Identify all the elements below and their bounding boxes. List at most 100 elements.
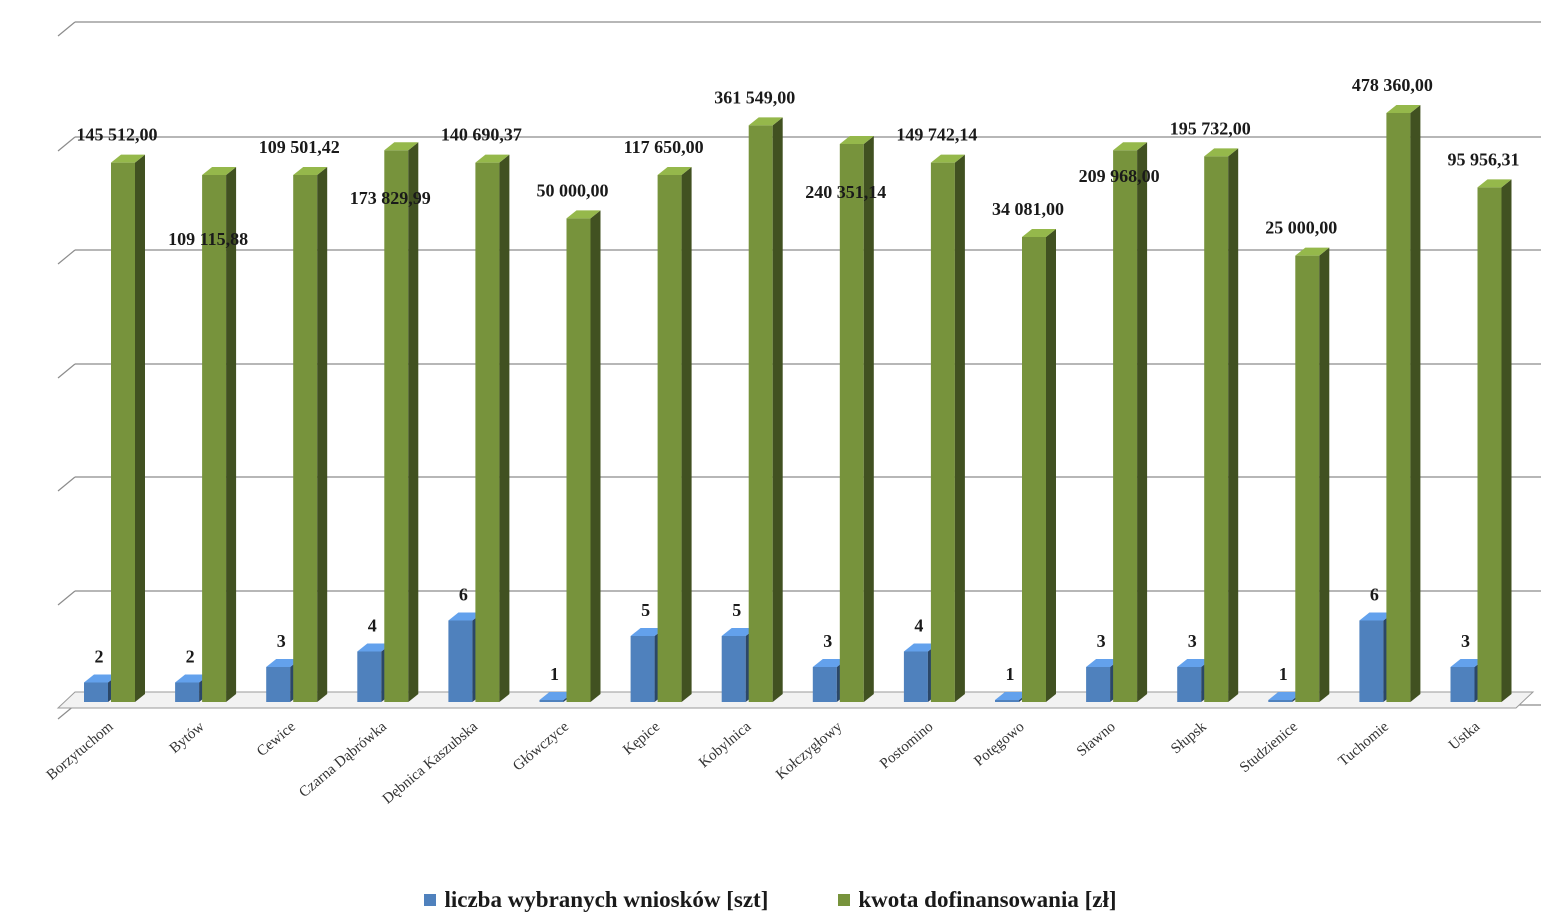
bar-count-front (539, 700, 564, 702)
bar-count-front (630, 636, 655, 702)
bar-amount-side (1137, 142, 1148, 702)
bar-count-front (357, 651, 382, 702)
bar-count-front (1359, 620, 1384, 702)
bar-amount (111, 154, 145, 703)
bar-amount-top (566, 210, 601, 219)
data-label-amount: 140 690,37 (441, 125, 522, 145)
legend-swatch-count (424, 894, 437, 906)
gridline-diag (57, 590, 76, 606)
bar-amount-front (1295, 255, 1320, 702)
bar-amount-front (1022, 237, 1046, 702)
bar-amount (1295, 247, 1330, 702)
bar-amount-front (1204, 156, 1229, 702)
bar-amount-top (384, 142, 419, 151)
data-label-count: 3 (1188, 631, 1197, 651)
bar-amount (384, 142, 419, 702)
data-label-amount: 361 549,00 (714, 87, 795, 107)
bar-amount-side (954, 154, 965, 703)
data-label-count: 2 (186, 647, 195, 667)
x-tick-label: Ustka (1446, 719, 1483, 754)
bar-amount (1113, 142, 1148, 702)
x-tick-label: Kobylnica (696, 719, 754, 772)
bar-amount-front (384, 150, 409, 702)
x-tick-label: Tuchomie (1335, 719, 1392, 770)
bar-count-top (903, 643, 938, 652)
bar-count-front (1177, 667, 1202, 702)
data-label-count: 3 (823, 631, 832, 651)
x-tick-label: Główczyce (510, 719, 572, 775)
bar-amount-front (1386, 113, 1411, 702)
bar-amount-front (202, 175, 227, 702)
bar-count-top (448, 612, 483, 621)
x-tick-label: Słupsk (1168, 718, 1210, 757)
bar-count-top (1177, 659, 1212, 667)
data-label-amount: 117 650,00 (624, 137, 704, 157)
gridline-diag (57, 249, 76, 265)
x-tick-label: Borzytuchom (44, 719, 117, 784)
bar-amount-side (772, 117, 783, 702)
x-tick-label: Kołczygłowy (773, 718, 846, 783)
data-label-count: 3 (1097, 631, 1106, 651)
bar-amount-side (1501, 179, 1512, 702)
bar-count-front (812, 667, 837, 702)
data-label-count: 3 (277, 631, 286, 651)
bar-count-top (1359, 612, 1394, 621)
legend-label-count: liczba wybranych wniosków [szt] (444, 887, 769, 912)
legend-item-amount: kwota dofinansowania [zł] (838, 887, 1117, 913)
x-tick-label: Sławno (1074, 719, 1119, 760)
bar-count (84, 674, 118, 702)
bar-count-top (812, 659, 847, 667)
data-label-count: 5 (641, 600, 650, 620)
bar-amount-top (748, 117, 783, 126)
bars (84, 105, 1512, 703)
gridline-diag (57, 363, 76, 379)
data-label-count: 2 (95, 647, 104, 667)
bar-amount-side (681, 167, 692, 702)
data-label-amount: 95 956,31 (1448, 149, 1520, 169)
x-tick-label: Czarna Dąbrówka (296, 719, 390, 801)
bar-count-front (1450, 667, 1475, 702)
bar-amount-top (1295, 247, 1330, 256)
bar-count-top (266, 659, 301, 667)
gridline-diag (57, 136, 76, 152)
legend-swatch-amount (838, 894, 851, 906)
data-label-amount: 478 360,00 (1352, 75, 1433, 95)
bar-amount (293, 167, 328, 702)
bar-amount-side (317, 167, 328, 702)
bar-amount-top (1386, 105, 1421, 113)
bar-count-top (630, 628, 665, 636)
bar-amount-top (111, 154, 145, 163)
bar-count-front (903, 651, 928, 702)
bar-amount (839, 136, 874, 702)
bar-count-top (1450, 659, 1485, 667)
bar-amount-front (111, 162, 135, 703)
bar-amount-top (1022, 229, 1056, 237)
bar-count-top (995, 692, 1029, 700)
x-tick-label: Potęgowo (971, 719, 1027, 770)
bar-count-front (175, 682, 200, 702)
data-label-amount: 173 829,99 (350, 188, 431, 208)
bar-amount-front (839, 144, 864, 702)
bar-amount-front (930, 162, 955, 703)
bar-amount-top (475, 154, 510, 163)
chart-floor-plane (56, 691, 1535, 709)
bar-amount-side (226, 167, 237, 702)
bar-amount (1386, 105, 1421, 702)
bar-amount-side (1228, 148, 1239, 702)
bar-amount-front (293, 175, 318, 702)
bar-count-top (175, 674, 210, 683)
x-tick-label: Studzienice (1237, 719, 1301, 776)
bar-amount (1204, 148, 1239, 702)
legend-label-amount: kwota dofinansowania [zł] (858, 887, 1117, 912)
bar-count-top (1268, 692, 1303, 700)
bar-count-front (1268, 700, 1293, 702)
bar-amount-side (863, 136, 874, 702)
data-label-amount: 145 512,00 (77, 125, 158, 145)
bar-amount (475, 154, 510, 703)
gridline-diag (57, 21, 76, 37)
bar-amount-top (839, 136, 874, 144)
data-label-amount: 50 000,00 (537, 180, 609, 200)
chart-floor (56, 691, 1535, 709)
x-tick-label: Cewice (254, 719, 299, 760)
data-label-count: 1 (1279, 664, 1288, 684)
